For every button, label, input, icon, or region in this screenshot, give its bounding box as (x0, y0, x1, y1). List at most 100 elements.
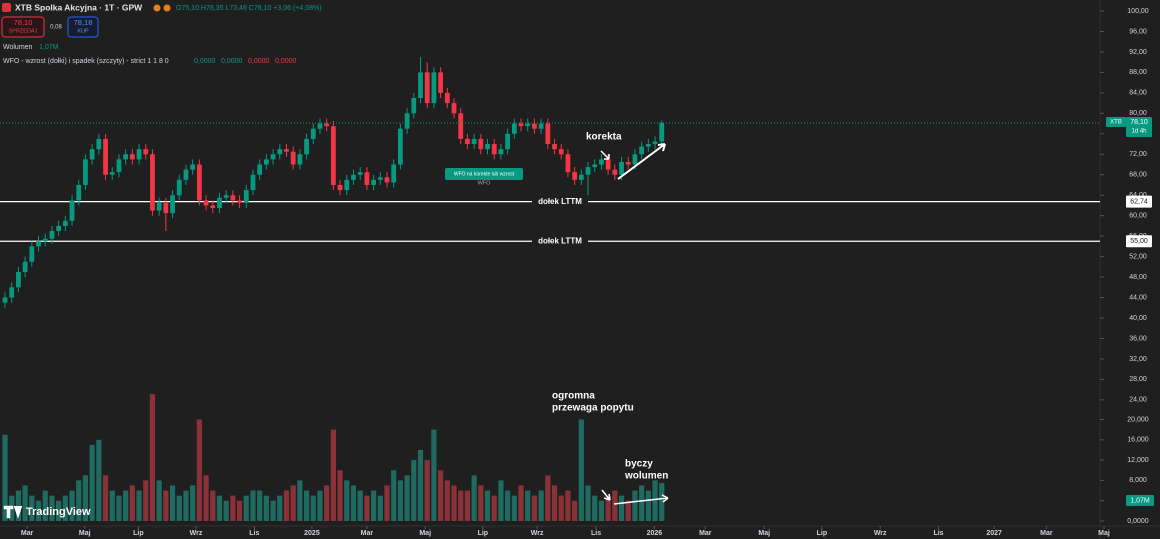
candle-body (116, 159, 122, 173)
volume-bar (572, 500, 578, 521)
brand: TradingView (26, 506, 91, 518)
volume-bar (216, 495, 223, 521)
candle-body (49, 231, 55, 239)
volume-bar (625, 500, 631, 521)
candle-body (558, 149, 564, 155)
volume-bar (632, 490, 638, 521)
volume-bar (444, 480, 450, 521)
indicator-value: 0,0000 (275, 58, 297, 65)
x-tick-label: 2027 (986, 530, 1002, 537)
x-tick-label: Wrz (874, 530, 887, 537)
candle-body (585, 167, 591, 175)
volume-bar (156, 480, 162, 521)
x-tick-label: Lip (478, 530, 489, 537)
volume-tick-label: 16,000 (1127, 437, 1149, 444)
indicator-value: 0,0000 (221, 58, 243, 65)
candle-body (103, 138, 108, 175)
volume-bar (35, 500, 42, 521)
level-tag-label: 55,00 (1130, 238, 1148, 245)
volume-bar (250, 490, 256, 521)
candle-body (438, 72, 444, 93)
indicator-name: WFO - wzrost (dołki) i spadek (szczyty) … (3, 58, 169, 65)
volume-tick-label: 8,000 (1129, 477, 1147, 484)
candle-body (411, 97, 417, 114)
candle-body (605, 159, 611, 170)
level-text: dołek LTTM (538, 197, 582, 206)
candle-body (471, 138, 477, 145)
y-tick-label: 28,00 (1129, 376, 1147, 383)
x-tick-label: Mar (21, 530, 34, 537)
volume-bar (397, 480, 403, 521)
volume-bar (417, 449, 424, 521)
candle-body (62, 220, 68, 226)
x-tick-label: Lis (591, 530, 601, 537)
volume-bar (96, 439, 102, 521)
candle-body (431, 72, 437, 104)
volume-bar (337, 470, 343, 521)
x-tick-label: Maj (758, 530, 770, 537)
volume-bar (404, 475, 410, 521)
volume-bar (478, 485, 484, 521)
candle-body (330, 126, 336, 185)
annotation: WFO (478, 180, 492, 186)
x-tick-label: Wrz (531, 530, 544, 537)
candle-body (384, 177, 390, 183)
y-tick-label: 100,00 (1127, 8, 1149, 15)
volume-bar (277, 495, 283, 521)
volume-bar (411, 460, 417, 521)
volume-bar (464, 490, 471, 521)
volume-bar (511, 495, 517, 521)
y-tick-label: 24,00 (1129, 397, 1147, 404)
candle-body (485, 144, 490, 150)
annotation: WFO na korekte lub wzrost (454, 171, 515, 177)
sell-button[interactable] (1, 16, 45, 38)
ohlc-line: O75,10 H78,35 L73,46 C78,10 +3,06 (+4,08… (176, 5, 322, 12)
volume-tick-label: 12,000 (1127, 457, 1149, 464)
candle-body (156, 202, 162, 211)
level-tag-label: 62,74 (1130, 198, 1148, 205)
volume-bar (76, 480, 82, 521)
volume-bar (176, 495, 182, 521)
volume-bar (344, 480, 350, 521)
y-tick-label: 92,00 (1129, 49, 1147, 56)
candle-body (170, 195, 175, 214)
arrow (600, 150, 610, 160)
candle-body (518, 123, 524, 127)
volume-bar (69, 490, 75, 521)
y-tick-label: 44,00 (1129, 294, 1147, 301)
volume-bar (183, 490, 189, 521)
candle-body (109, 172, 115, 175)
buy-button[interactable] (67, 16, 99, 38)
volume-bar (230, 495, 236, 521)
y-tick-label: 52,00 (1129, 253, 1147, 260)
volume-bar (257, 490, 263, 521)
x-tick-label: Maj (419, 530, 431, 537)
volume-bar (82, 475, 89, 521)
volume-tick-label: 20,000 (1127, 416, 1149, 423)
volume-bar (324, 485, 330, 521)
chart-title: XTB Spolka Akcyjna · 1T · GPW (15, 2, 143, 12)
candle-body (552, 144, 557, 150)
candle-body (545, 123, 551, 145)
candle-body (250, 174, 256, 191)
volume-tick-label: 0,0000 (1127, 518, 1149, 525)
volume-bar (538, 490, 544, 521)
y-tick-label: 60,00 (1129, 213, 1147, 220)
candle-body (16, 271, 21, 288)
volume-bar (652, 480, 658, 521)
volume-bar (29, 495, 35, 521)
x-tick-label: Maj (1098, 530, 1110, 537)
candle-body (619, 161, 624, 175)
volume-bar (598, 500, 605, 521)
candle-body (538, 123, 544, 129)
volume-bar (243, 495, 249, 521)
candle-body (36, 241, 41, 247)
x-tick-label: Lis (933, 530, 943, 537)
candle-body (625, 161, 631, 165)
indicator-value: 0,0000 (248, 58, 270, 65)
last-price-countdown: 1d 4h (1131, 129, 1146, 135)
candle-body (565, 154, 571, 173)
y-tick-label: 68,00 (1129, 172, 1147, 179)
volume-bar (310, 495, 316, 521)
